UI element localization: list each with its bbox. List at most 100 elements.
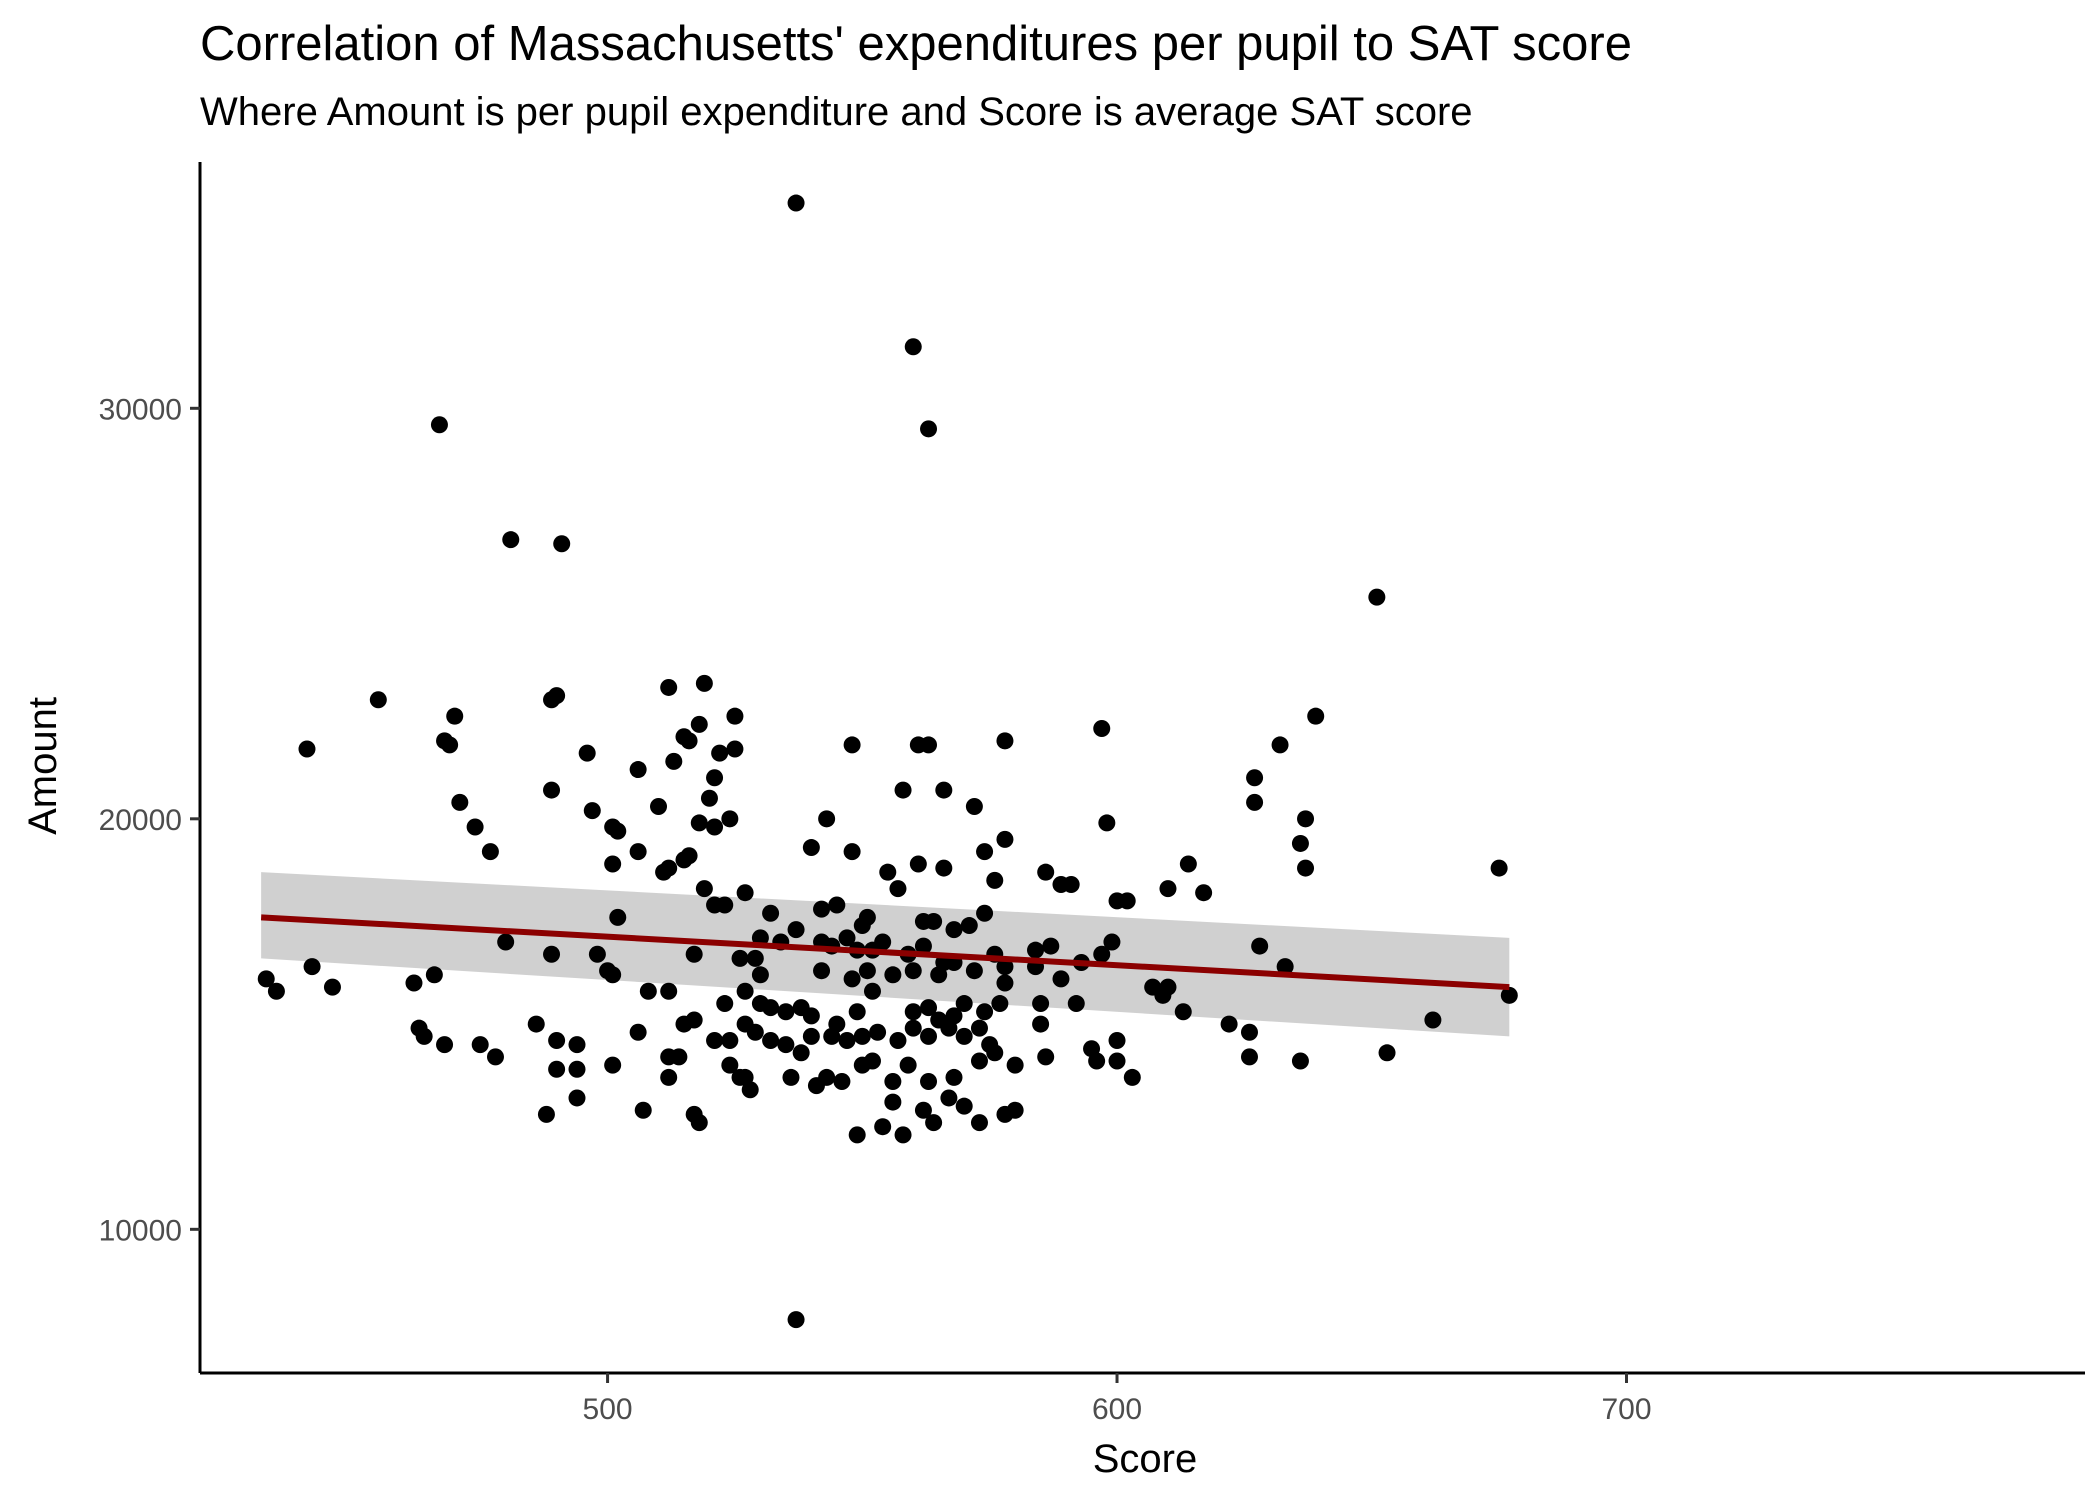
y-axis-title: Amount [21,697,65,835]
data-point [787,1311,805,1329]
data-point [970,1052,988,1070]
data-point [976,1003,994,1021]
data-point [1062,875,1080,893]
trend-line-layer [260,914,1510,991]
data-point [1307,707,1325,725]
data-point [818,1068,836,1086]
data-point [782,1068,800,1086]
data-point [920,1027,938,1045]
data-point [695,880,713,898]
data-point [466,818,484,836]
data-point [843,736,861,754]
data-point [848,1126,866,1144]
data-point [1246,793,1264,811]
data-point [970,1019,988,1037]
data-point [813,962,831,980]
data-point [1251,937,1269,955]
data-point [1240,1023,1258,1041]
data-point [685,945,703,963]
data-point [935,859,953,877]
data-point [323,978,341,996]
data-point [1297,810,1315,828]
data-point [650,797,668,815]
data-point [369,691,387,709]
data-point [486,1048,504,1066]
data-point [1032,1015,1050,1033]
data-point [986,1044,1004,1062]
data-point [298,740,316,758]
data-point [716,995,734,1013]
data-point [670,1048,688,1066]
data-point [996,830,1014,848]
data-point [874,1118,892,1136]
data-point [838,929,856,947]
data-point [1093,720,1111,738]
data-point [828,896,846,914]
data-point [940,1089,958,1107]
data-point [502,531,520,549]
data-point [848,1003,866,1021]
data-point [609,908,627,926]
data-point [818,810,836,828]
data-point [925,1114,943,1132]
data-point [451,793,469,811]
data-point [853,917,871,935]
data-point [1246,769,1264,787]
data-point [925,912,943,930]
data-point [899,1056,917,1074]
data-point [471,1036,489,1054]
data-point [746,1023,764,1041]
data-point [1424,1011,1442,1029]
data-point [1174,1003,1192,1021]
data-point [726,707,744,725]
data-point [914,1101,932,1119]
data-point [1098,814,1116,832]
data-point [537,1105,555,1123]
data-point [955,995,973,1013]
data-point [904,1003,922,1021]
data-point [736,982,754,1000]
data-point [996,732,1014,750]
data-point [721,810,739,828]
data-point [660,1068,678,1086]
data-point [823,1027,841,1045]
data-point [690,814,708,832]
data-point [405,974,423,992]
data-point [935,781,953,799]
data-point [838,1031,856,1049]
data-point [889,1031,907,1049]
trend-line [260,914,1510,991]
data-point [583,802,601,820]
data-point [930,966,948,984]
data-point [976,904,994,922]
data-point [690,1114,708,1132]
data-point [430,416,448,434]
data-point [777,1003,795,1021]
data-point [813,900,831,918]
data-point [736,884,754,902]
data-point [802,839,820,857]
y-tick-label: 10000 [99,1214,182,1247]
data-point [1159,880,1177,898]
data-point [1490,859,1508,877]
data-point [914,937,932,955]
data-point [1500,986,1518,1004]
data-point [1291,1052,1309,1070]
data-point [1220,1015,1238,1033]
data-point [833,1073,851,1091]
data-point [792,1044,810,1062]
data-point [303,958,321,976]
data-point [1179,855,1197,873]
data-point [604,855,622,873]
data-point [787,921,805,939]
data-point [1368,588,1386,606]
data-point [604,1056,622,1074]
data-point [894,1126,912,1144]
x-tick-label: 700 [1601,1393,1651,1426]
data-point [578,744,596,762]
data-point [1118,892,1136,910]
data-point [904,962,922,980]
data-point [965,797,983,815]
data-point [843,843,861,861]
